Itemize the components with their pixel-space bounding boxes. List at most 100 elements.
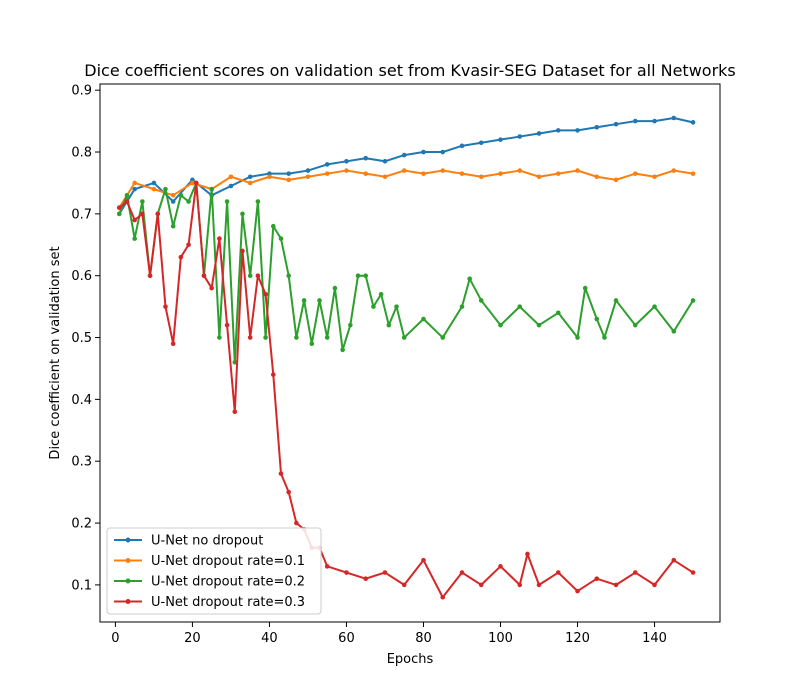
data-point: [240, 211, 245, 217]
data-point: [536, 582, 542, 588]
data-point: [536, 131, 542, 136]
data-point: [324, 171, 330, 176]
data-point: [224, 322, 230, 328]
data-point: [690, 298, 696, 303]
data-point: [132, 180, 137, 186]
data-point: [632, 118, 638, 124]
data-point: [363, 171, 369, 176]
plot-area-frame: [99, 83, 721, 623]
legend-item: U-Net no dropout: [114, 534, 263, 549]
data-point: [555, 310, 561, 316]
data-point: [348, 322, 353, 328]
data-point: [305, 174, 311, 180]
data-point: [555, 570, 561, 575]
data-point: [186, 199, 191, 204]
series-line: [118, 181, 694, 599]
legend-marker: [125, 558, 131, 563]
x-tick-label: 120: [565, 631, 590, 646]
data-point: [671, 557, 677, 563]
data-point: [294, 520, 299, 526]
data-point: [209, 285, 214, 291]
data-point: [116, 205, 122, 210]
data-point: [344, 159, 349, 164]
axis-ticks: 0 20 40 60 80 100 120 140 0.1 0.2 0.3 0.4 0.5 0.6 0.7 0…: [71, 84, 667, 646]
data-point: [652, 174, 657, 180]
data-point: [386, 322, 392, 328]
data-point: [478, 174, 484, 180]
data-point: [278, 471, 284, 476]
data-point: [170, 341, 176, 347]
data-point: [467, 276, 472, 282]
data-point: [401, 168, 407, 173]
data-point: [228, 174, 234, 180]
data-point: [459, 171, 465, 176]
data-point: [178, 193, 184, 198]
data-point: [440, 594, 446, 600]
data-point: [401, 335, 407, 340]
legend-label: U-Net dropout rate=0.1: [151, 554, 305, 569]
data-point: [190, 180, 195, 186]
data-point: [459, 570, 465, 575]
data-point: [613, 298, 619, 303]
data-point: [613, 121, 619, 127]
data-point: [147, 273, 153, 279]
data-point: [478, 140, 484, 146]
x-tick-label: 40: [261, 631, 278, 646]
data-point: [151, 186, 157, 192]
data-point: [363, 576, 369, 582]
data-point: [582, 285, 588, 291]
data-point: [240, 248, 245, 254]
data-point: [671, 329, 677, 334]
data-point: [186, 242, 191, 248]
data-point: [170, 193, 176, 198]
data-point: [344, 168, 349, 173]
x-axis-label: Epochs: [387, 652, 434, 667]
data-point: [459, 304, 465, 309]
data-point: [363, 273, 369, 279]
data-point: [632, 570, 638, 575]
x-tick-label: 140: [642, 631, 667, 646]
data-point: [459, 143, 465, 149]
data-point: [255, 199, 261, 204]
data-point: [652, 582, 657, 588]
data-point: [324, 335, 330, 340]
data-point: [294, 335, 299, 340]
data-point: [247, 174, 253, 180]
data-point: [301, 298, 307, 303]
legend-item: U-Net dropout rate=0.3: [114, 595, 305, 610]
series-line: [118, 181, 694, 364]
data-point: [116, 211, 122, 217]
data-point: [613, 582, 619, 588]
data-point: [217, 236, 222, 241]
data-point: [124, 193, 130, 198]
y-tick-label: 0.4: [71, 393, 92, 408]
data-point: [378, 291, 384, 297]
x-tick-label: 20: [184, 631, 201, 646]
series-3: [116, 180, 696, 365]
data-point: [690, 570, 696, 575]
data-point: [132, 236, 137, 241]
y-axis-label: Dice coefficient on validation set: [48, 246, 63, 459]
data-point: [278, 236, 284, 241]
data-point: [263, 291, 268, 297]
data-point: [132, 186, 137, 192]
legend-label: U-Net dropout rate=0.3: [151, 595, 305, 610]
data-point: [498, 137, 503, 142]
x-tick-label: 0: [111, 631, 119, 646]
data-point: [155, 211, 161, 217]
data-point: [163, 186, 168, 192]
data-point: [498, 564, 503, 569]
data-point: [594, 576, 600, 582]
data-point: [286, 273, 292, 279]
data-point: [209, 186, 214, 192]
data-point: [671, 115, 677, 121]
data-point: [382, 159, 388, 164]
legend-marker: [125, 537, 131, 543]
data-point: [440, 335, 446, 340]
data-point: [324, 162, 330, 167]
y-tick-label: 0.8: [71, 146, 92, 161]
series-layer: [116, 115, 696, 600]
data-point: [575, 128, 580, 133]
